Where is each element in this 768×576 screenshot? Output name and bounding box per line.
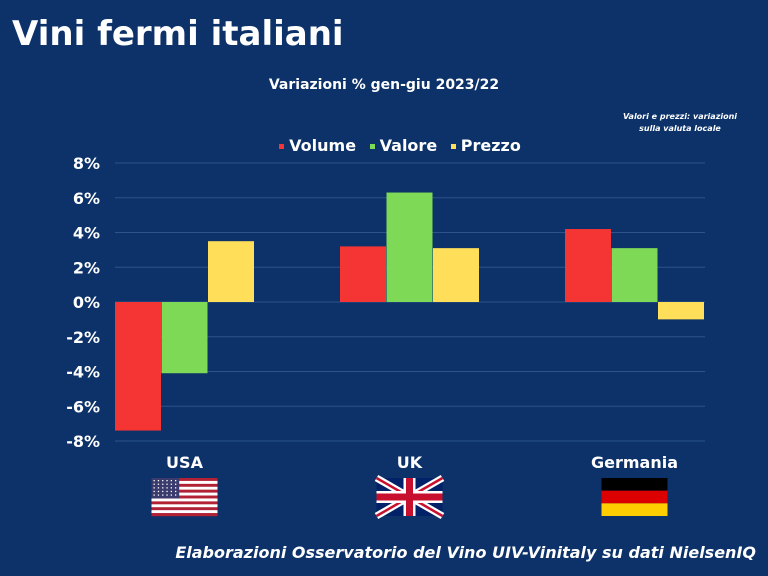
bar-volume <box>340 246 386 302</box>
legend-label: Valore <box>379 136 438 155</box>
y-tick-label: -2% <box>66 328 100 347</box>
legend-marker <box>279 144 285 149</box>
bar-valore <box>386 192 433 302</box>
y-tick-label: 0% <box>73 293 100 312</box>
germany-flag-icon <box>601 478 668 516</box>
x-tick-label: USA <box>166 453 204 472</box>
y-tick-label: 8% <box>73 154 100 173</box>
us-flag-icon <box>151 478 218 517</box>
legend-valore: Valore <box>369 136 438 155</box>
legend-label: Volume <box>289 136 357 155</box>
source-footer: Elaborazioni Osservatorio del Vino UIV-V… <box>175 543 756 562</box>
chart-subtitle: Variazioni % gen-giu 2023/22 <box>268 77 500 93</box>
note-line: Valori e prezzi: variazioni <box>622 112 738 121</box>
legend-marker <box>369 144 375 149</box>
y-tick-label: 4% <box>73 224 100 243</box>
y-tick-label: -8% <box>66 432 100 451</box>
bar-prezzo <box>208 241 254 302</box>
legend-label: Prezzo <box>460 136 521 155</box>
y-tick-label: -6% <box>66 397 100 416</box>
legend-marker <box>450 144 456 149</box>
chart-note: Valori e prezzi: variazioni sulla valuta… <box>610 111 750 135</box>
bar-prezzo <box>433 248 479 302</box>
y-tick-label: -4% <box>66 363 100 382</box>
note-line: sulla valuta locale <box>639 124 721 133</box>
legend: Volume Valore Prezzo <box>0 136 768 155</box>
uk-flag-icon <box>374 474 445 520</box>
bar-volume <box>115 302 161 431</box>
bar-valore <box>161 302 208 374</box>
x-tick-label: UK <box>397 453 423 472</box>
bar-valore <box>611 248 658 302</box>
bar-volume <box>565 229 611 302</box>
page-title: Vini fermi italiani <box>12 14 344 54</box>
y-tick-label: 6% <box>73 189 100 208</box>
legend-volume: Volume <box>279 136 356 155</box>
bar-prezzo <box>658 302 704 320</box>
y-tick-label: 2% <box>73 258 100 277</box>
x-tick-label: Germania <box>591 453 678 472</box>
legend-prezzo: Prezzo <box>450 136 521 155</box>
